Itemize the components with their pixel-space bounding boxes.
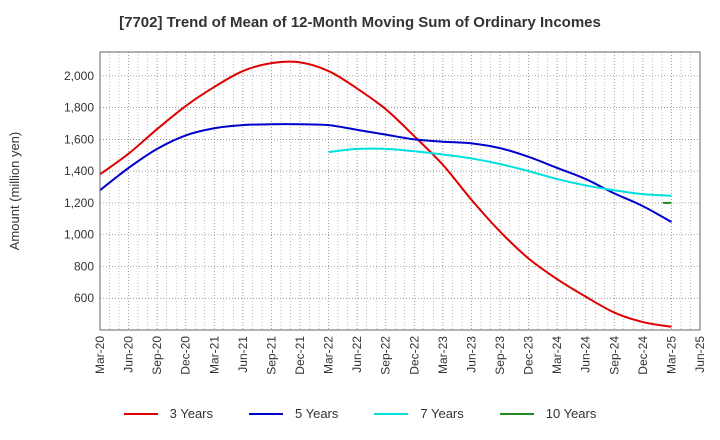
- x-tick-label: Mar-24: [550, 336, 564, 374]
- legend-label: 7 Years: [420, 406, 464, 421]
- y-tick-label: 1,600: [64, 132, 94, 146]
- legend-item-5-years: 5 Years: [249, 406, 338, 421]
- x-tick-label: Dec-23: [522, 336, 536, 375]
- x-tick-label: Mar-25: [664, 336, 678, 374]
- x-tick-label: Dec-20: [179, 336, 193, 375]
- plot-frame: [99, 51, 701, 331]
- legend: 3 Years 5 Years 7 Years 10 Years: [0, 406, 720, 421]
- y-tick-label: 800: [74, 259, 94, 273]
- x-tick-label: Jun-21: [236, 336, 250, 373]
- y-tick-label: 1,200: [64, 196, 94, 210]
- legend-label: 3 Years: [169, 406, 213, 421]
- x-tick-label: Mar-23: [436, 336, 450, 374]
- y-axis-ticks: 600 800 1,000 1,200 1,400 1,600 1,800 2,000: [64, 69, 94, 305]
- y-tick-label: 1,800: [64, 101, 94, 115]
- legend-swatch: [123, 412, 158, 415]
- x-tick-label: Mar-21: [207, 336, 221, 374]
- y-tick-label: 2,000: [64, 69, 94, 83]
- x-tick-label: Sep-20: [150, 336, 164, 375]
- series-layer: [99, 60, 672, 328]
- chart-title: [7702] Trend of Mean of 12-Month Moving …: [119, 14, 601, 31]
- legend-item-10-years: 10 Years: [499, 406, 597, 421]
- legend-item-7-years: 7 Years: [374, 406, 464, 421]
- y-axis-title: Amount (million yen): [7, 132, 22, 251]
- legend-swatch: [249, 412, 283, 415]
- y-tick-label: 1,000: [64, 228, 94, 242]
- x-tick-label: Jun-25: [693, 336, 707, 373]
- series-line-3-years: [99, 60, 672, 328]
- x-tick-label: Sep-23: [493, 336, 507, 375]
- grid-layer: [100, 52, 700, 330]
- x-tick-label: Jun-22: [350, 336, 364, 373]
- legend-label: 10 Years: [545, 406, 597, 421]
- x-tick-label: Sep-22: [379, 336, 393, 375]
- legend-label: 5 Years: [295, 406, 339, 421]
- x-tick-label: Jun-23: [464, 336, 478, 373]
- x-tick-label: Dec-21: [293, 336, 307, 375]
- legend-swatch: [374, 412, 409, 415]
- x-tick-label: Dec-22: [407, 336, 421, 375]
- x-tick-label: Sep-24: [607, 336, 621, 375]
- y-tick-label: 1,400: [64, 164, 94, 178]
- series-line-5-years: [99, 123, 672, 223]
- legend-swatch: [499, 412, 534, 415]
- x-tick-label: Jun-20: [122, 336, 136, 373]
- chart-svg: 600 800 1,000 1,200 1,400 1,600 1,800 2,000 Mar…: [7, 51, 707, 375]
- legend-item-3-years: 3 Years: [123, 406, 213, 421]
- series-line-7-years: [328, 147, 672, 197]
- x-tick-label: Mar-20: [93, 336, 107, 374]
- x-tick-label: Sep-21: [264, 336, 278, 375]
- x-tick-label: Mar-22: [322, 336, 336, 374]
- x-tick-label: Dec-24: [636, 336, 650, 375]
- x-axis-ticks: Mar-20 Jun-20 Sep-20 Dec-20 Mar-21 Jun-21 Sep-…: [93, 336, 707, 375]
- x-tick-label: Jun-24: [579, 336, 593, 373]
- y-tick-label: 600: [74, 291, 94, 305]
